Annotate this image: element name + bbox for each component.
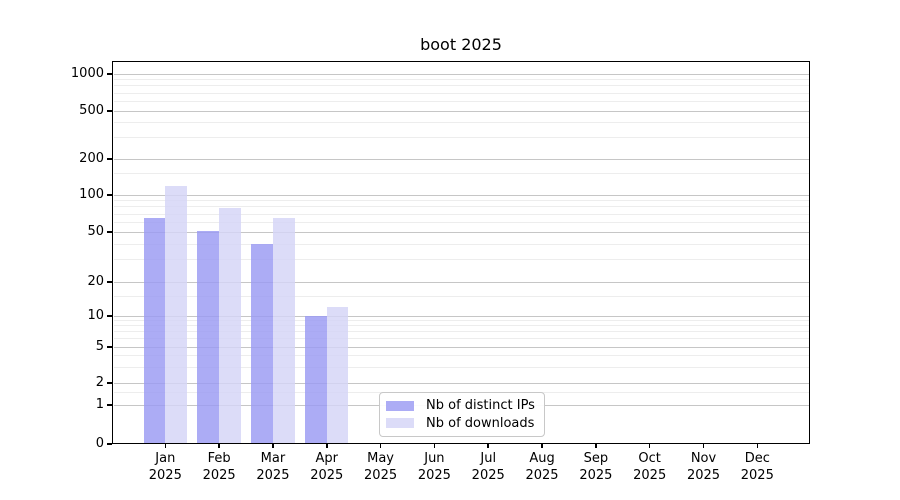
x-tick-mark — [648, 444, 651, 448]
y-tick-label: 1000 — [70, 66, 104, 81]
bar-distinct-ips — [305, 316, 327, 443]
y-tick-mark — [107, 281, 112, 283]
bar-downloads — [219, 207, 241, 443]
gridline-minor — [113, 79, 809, 81]
bar-distinct-ips — [197, 230, 220, 443]
x-tick-label: Feb 2025 — [202, 451, 236, 483]
gridline-major — [113, 315, 809, 317]
x-tick-label: May 2025 — [364, 451, 398, 483]
legend-label-downloads: Nb of downloads — [426, 415, 535, 431]
x-tick-label: Sep 2025 — [579, 451, 613, 483]
gridline-minor — [113, 325, 809, 327]
x-tick-mark — [702, 444, 705, 448]
gridline-minor — [113, 100, 809, 102]
x-tick-label: Jul 2025 — [471, 451, 505, 483]
x-tick-mark — [541, 444, 543, 448]
x-tick-label: Nov 2025 — [686, 451, 721, 483]
x-tick-mark — [326, 444, 328, 448]
gridline-minor — [113, 295, 809, 297]
y-tick-label: 200 — [79, 151, 104, 166]
x-tick-mark — [433, 444, 436, 448]
legend-swatch-downloads — [386, 418, 414, 429]
x-tick-label: Jun 2025 — [417, 451, 451, 483]
gridline-major — [113, 194, 809, 196]
gridline-major — [113, 110, 809, 112]
gridline-minor — [113, 213, 809, 215]
y-tick-label: 500 — [79, 103, 104, 118]
x-tick-mark — [164, 444, 167, 448]
y-tick-mark — [107, 110, 112, 112]
y-tick-mark — [107, 73, 112, 75]
gridline-major — [113, 231, 809, 233]
legend-swatch-distinct-ips — [386, 400, 414, 411]
x-tick-label: Apr 2025 — [310, 451, 344, 483]
y-tick-mark — [107, 443, 112, 445]
gridline-minor — [113, 85, 809, 87]
y-tick-label: 1 — [95, 397, 104, 412]
bar-downloads — [326, 307, 349, 443]
bar-downloads — [272, 217, 295, 443]
y-tick-label: 5 — [95, 339, 104, 354]
x-tick-mark — [379, 444, 382, 448]
gridline-minor — [113, 200, 809, 202]
x-tick-mark — [595, 444, 597, 448]
gridline-minor — [113, 206, 809, 208]
gridline-minor — [113, 122, 809, 124]
x-tick-mark — [487, 444, 489, 448]
gridline-major — [113, 73, 809, 75]
legend-label-distinct-ips: Nb of distinct IPs — [426, 398, 535, 414]
y-tick-mark — [107, 194, 112, 196]
gridline-minor — [113, 92, 809, 94]
y-tick-mark — [107, 231, 112, 233]
y-tick-mark — [107, 346, 112, 348]
y-tick-label: 100 — [79, 187, 104, 202]
x-tick-label: Jan 2025 — [148, 451, 182, 483]
x-tick-label: Dec 2025 — [740, 451, 774, 483]
legend-row-downloads: Nb of downloads — [386, 416, 536, 431]
bar-distinct-ips — [251, 244, 273, 443]
gridline-major — [113, 281, 809, 283]
gridline-minor — [113, 355, 809, 357]
y-tick-mark — [107, 382, 112, 384]
gridline-minor — [113, 366, 809, 368]
x-tick-mark — [218, 444, 220, 448]
bar-distinct-ips — [143, 217, 166, 443]
y-tick-label: 20 — [87, 274, 104, 289]
y-tick-label: 2 — [95, 375, 104, 390]
y-tick-label: 0 — [95, 436, 104, 451]
y-tick-mark — [107, 158, 112, 160]
gridline-minor — [113, 259, 809, 261]
y-tick-label: 50 — [87, 224, 104, 239]
gridline-minor — [113, 221, 809, 223]
x-tick-mark — [756, 444, 759, 448]
gridline-minor — [113, 173, 809, 175]
legend-row-distinct-ips: Nb of distinct IPs — [386, 398, 536, 413]
x-tick-label: Oct 2025 — [633, 451, 667, 483]
y-tick-label: 10 — [87, 308, 104, 323]
bar-downloads — [165, 186, 187, 443]
gridline-minor — [113, 243, 809, 245]
y-tick-mark — [107, 315, 112, 317]
x-tick-label: Mar 2025 — [256, 451, 290, 483]
y-tick-mark — [107, 404, 112, 406]
x-tick-label: Aug 2025 — [525, 451, 559, 483]
legend: Nb of distinct IPs Nb of downloads — [379, 392, 545, 437]
gridline-major — [113, 158, 809, 160]
gridline-major — [113, 346, 809, 348]
x-tick-mark — [272, 444, 274, 448]
gridline-minor — [113, 137, 809, 139]
gridline-major — [113, 382, 809, 384]
chart-title: boot 2025 — [420, 35, 502, 54]
gridline-minor — [113, 338, 809, 340]
gridline-minor — [113, 320, 809, 322]
gridline-minor — [113, 331, 809, 333]
